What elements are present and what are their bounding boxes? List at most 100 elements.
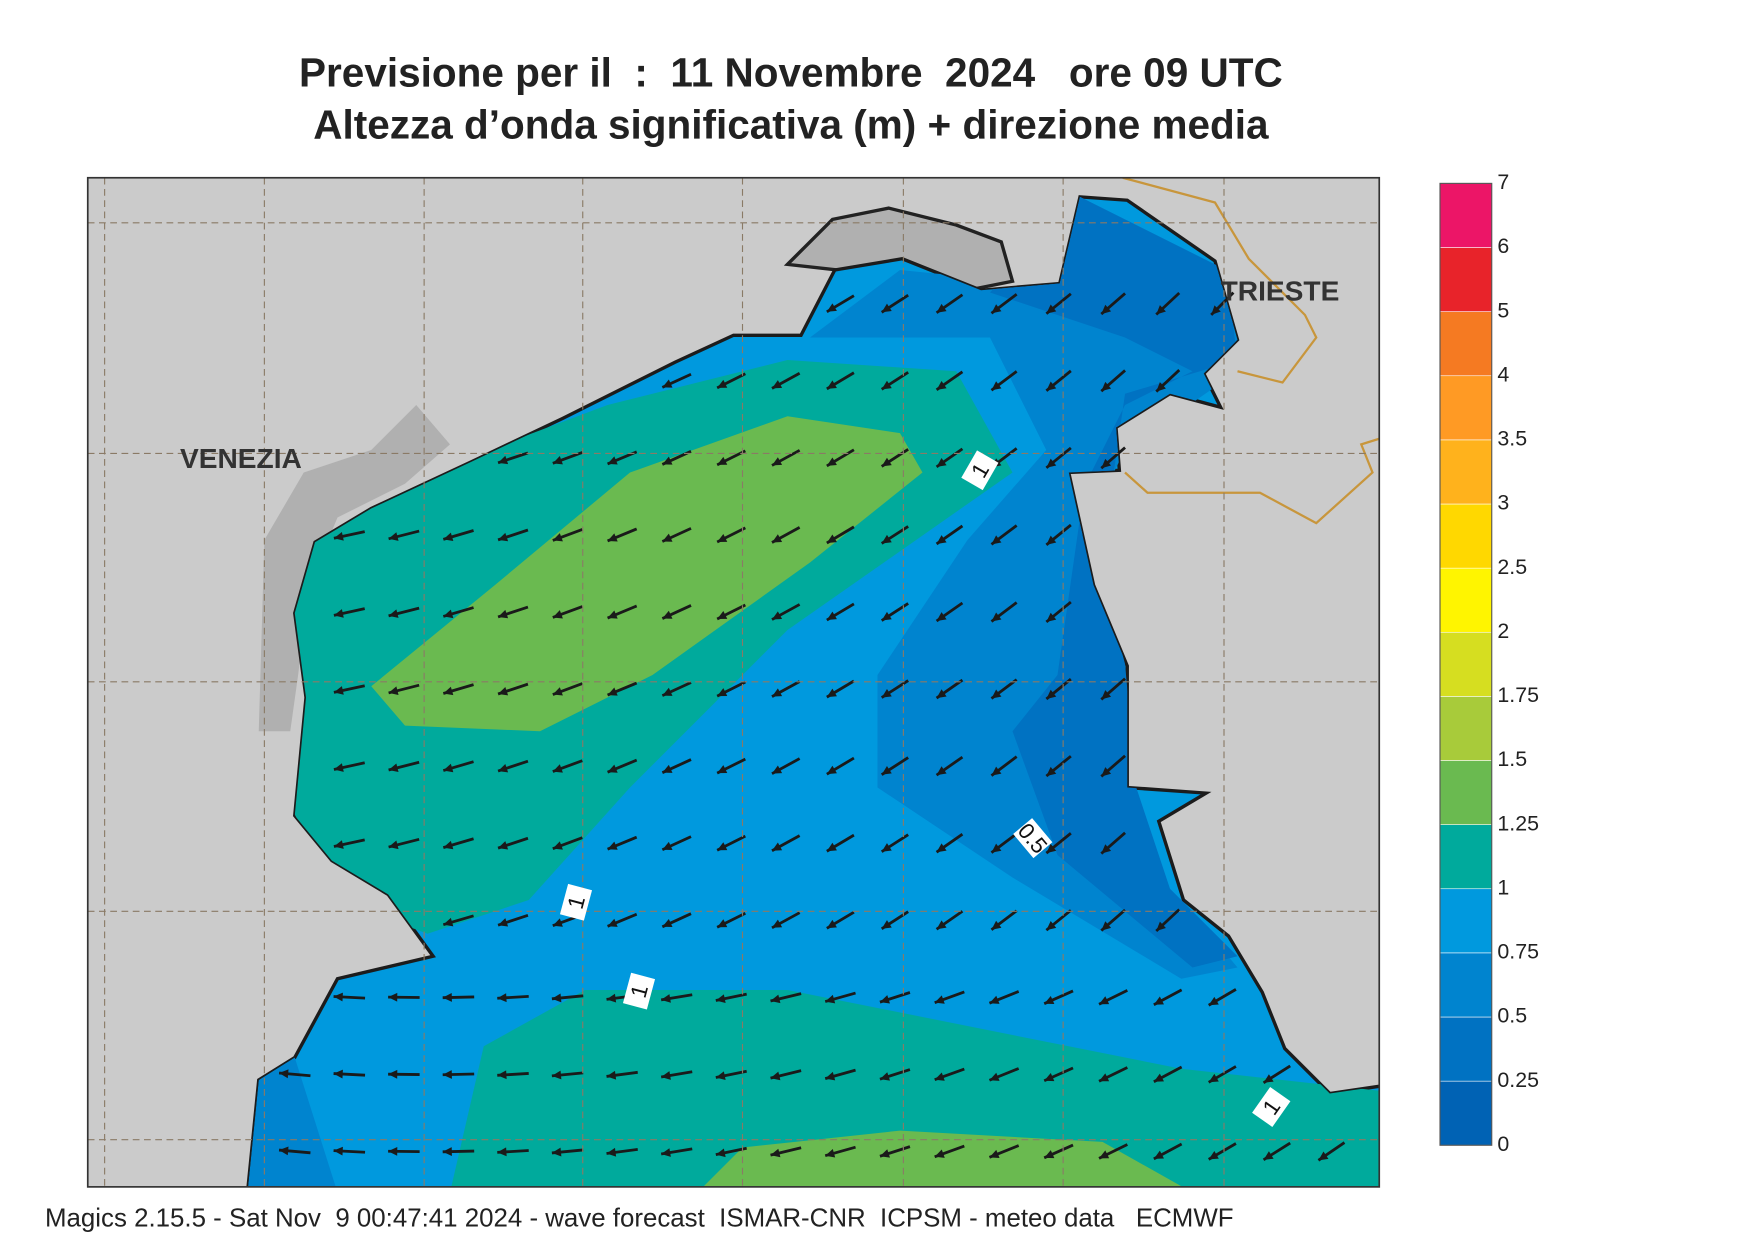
arrow-head <box>662 456 673 465</box>
arrow-head <box>934 1149 945 1158</box>
arrow-head <box>936 535 947 544</box>
arrow-head <box>1101 381 1112 392</box>
arrow-head <box>1046 381 1057 391</box>
colorbar-box <box>1439 503 1493 569</box>
arrow-head <box>934 995 945 1004</box>
arrow-head <box>991 843 1002 853</box>
arrow-head <box>552 687 563 696</box>
arrow-head <box>1153 1073 1164 1082</box>
arrow-head <box>1318 1151 1329 1161</box>
arrow-head <box>936 766 947 776</box>
arrow-head <box>1101 767 1112 777</box>
colorbar-label: 5 <box>1497 298 1509 322</box>
arrow-head <box>770 1148 781 1158</box>
arrow-head <box>1044 1150 1055 1159</box>
arrow-head <box>826 688 837 698</box>
border <box>1122 177 1318 384</box>
arrow-head <box>388 992 398 1002</box>
contour-label-text: 1 <box>563 893 590 912</box>
arrow-head <box>333 609 344 618</box>
arrow-head <box>388 609 399 618</box>
colorbar-label: 0.25 <box>1497 1068 1539 1092</box>
arrow-head <box>715 994 726 1003</box>
arrow-head <box>607 456 618 465</box>
arrow-head <box>825 1148 836 1158</box>
border <box>1124 437 1380 525</box>
arrow-head <box>879 1072 890 1081</box>
arrow-head <box>1046 766 1057 777</box>
arrow-head <box>991 920 1002 930</box>
arrow-head <box>715 1071 726 1081</box>
arrow-head <box>991 381 1002 391</box>
arrow-head <box>443 686 454 696</box>
arrow-head <box>1099 1150 1110 1159</box>
arrow-head <box>497 1070 507 1080</box>
wave-fields <box>247 196 1380 1187</box>
contour-label: 1 <box>1252 1087 1291 1127</box>
arrow-head <box>1101 844 1112 854</box>
arrow-head <box>443 917 454 927</box>
colorbar-box <box>1439 1080 1493 1146</box>
arrow-head <box>989 995 1000 1004</box>
arrow-head <box>771 534 783 543</box>
arrow-head <box>1208 1150 1219 1160</box>
title-line-2: Altezza d’onda significativa (m) + direz… <box>313 101 1269 147</box>
arrow-head <box>991 612 1002 622</box>
arrow-head <box>498 686 509 696</box>
arrow-head <box>333 532 344 541</box>
arrow-head <box>442 1147 452 1156</box>
arrow-head <box>1046 304 1057 314</box>
arrow-head <box>498 764 509 773</box>
arrow-head <box>1046 458 1057 468</box>
arrow-head <box>497 1147 507 1157</box>
arrow-head <box>879 1149 890 1158</box>
arrow-head <box>551 1147 562 1157</box>
arrow-head <box>1208 996 1219 1006</box>
arrow-head <box>442 993 452 1002</box>
arrow-head <box>1156 305 1166 315</box>
arrow-head <box>881 920 892 929</box>
arrow-head <box>443 840 454 850</box>
arrow-head <box>443 609 454 619</box>
contour-label-bg <box>961 450 999 491</box>
arrow-head <box>442 1070 452 1079</box>
arrow-head <box>607 918 618 927</box>
arrow-head <box>1153 1150 1164 1159</box>
arrow-head <box>771 611 783 620</box>
contour-label-bg <box>559 883 593 921</box>
arrow-head <box>717 456 728 465</box>
arrow-head <box>388 1069 398 1079</box>
arrow-head <box>606 1070 617 1080</box>
arrow-head <box>717 379 728 388</box>
arrow-head <box>333 992 343 1002</box>
arrow-head <box>1156 382 1166 392</box>
arrow-head <box>333 840 344 849</box>
colorbar-box <box>1439 824 1493 890</box>
arrow-head <box>662 533 673 542</box>
arrow-head <box>881 611 892 621</box>
arrow-head <box>936 689 947 699</box>
arrow-head <box>936 843 947 853</box>
arrow-head <box>826 457 837 466</box>
arrow-head <box>1101 921 1112 931</box>
arrow-head <box>333 763 344 772</box>
colorbar-box <box>1439 247 1493 312</box>
arrow-head <box>551 1070 562 1080</box>
arrow-head <box>388 532 399 541</box>
colorbar: 0 0.25 0.5 0.75 1 1.25 1.5 1.75 2 2.5 3 3.5 4 5 6 7 <box>1439 170 1539 1156</box>
arrow-head <box>936 612 947 622</box>
arrow-head <box>661 1071 671 1080</box>
arrow-head <box>388 686 399 695</box>
arrow-head <box>1046 920 1057 931</box>
colorbar-box <box>1439 311 1493 377</box>
contour-label-bg <box>1013 818 1053 859</box>
colorbar-label: 2.5 <box>1497 555 1527 579</box>
arrow-head <box>333 1069 343 1079</box>
field-1-1.25-south <box>450 990 1380 1187</box>
arrow-head <box>498 532 509 542</box>
colorbar-box <box>1439 760 1493 825</box>
arrow-head <box>825 994 836 1004</box>
arrow-head <box>717 919 728 928</box>
graticule <box>87 177 1380 1187</box>
field-south-west <box>247 1057 338 1187</box>
